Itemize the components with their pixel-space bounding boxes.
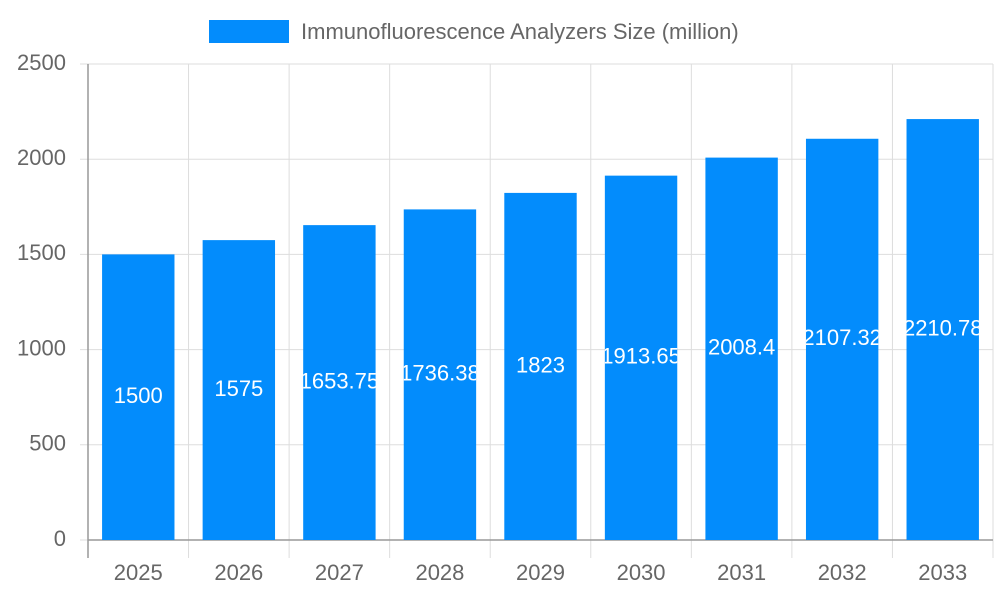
value-label: 1736.38 (400, 361, 480, 386)
legend-swatch (209, 20, 289, 43)
value-label: 2008.4 (708, 335, 775, 360)
bar (303, 225, 376, 540)
x-tick-label: 2029 (516, 560, 565, 585)
x-tick-label: 2033 (918, 560, 967, 585)
x-tick-label: 2030 (617, 560, 666, 585)
x-tick-label: 2032 (818, 560, 867, 585)
x-tick-label: 2026 (214, 560, 263, 585)
value-label: 1823 (516, 352, 565, 377)
value-label: 1653.75 (300, 368, 380, 393)
x-tick-label: 2028 (415, 560, 464, 585)
y-tick-label: 1000 (17, 335, 66, 360)
value-label: 2210.78 (903, 315, 983, 340)
y-tick-label: 2500 (17, 50, 66, 75)
value-label: 1500 (114, 383, 163, 408)
y-tick-label: 0 (54, 526, 66, 551)
value-label: 2107.32 (802, 325, 882, 350)
y-tick-label: 1500 (17, 240, 66, 265)
bar (102, 254, 175, 540)
bar (403, 209, 477, 540)
value-label: 1575 (214, 376, 263, 401)
x-tick-label: 2027 (315, 560, 364, 585)
bar (202, 240, 276, 540)
y-tick-label: 500 (29, 431, 66, 456)
y-tick-label: 2000 (17, 145, 66, 170)
x-tick-label: 2031 (717, 560, 766, 585)
bar (705, 157, 778, 540)
value-label: 1913.65 (601, 344, 681, 369)
bar (906, 119, 979, 540)
bar (504, 192, 577, 540)
x-tick-label: 2025 (114, 560, 163, 585)
bar (604, 175, 678, 540)
legend-label: Immunofluorescence Analyzers Size (milli… (301, 19, 739, 44)
bar (805, 138, 879, 540)
